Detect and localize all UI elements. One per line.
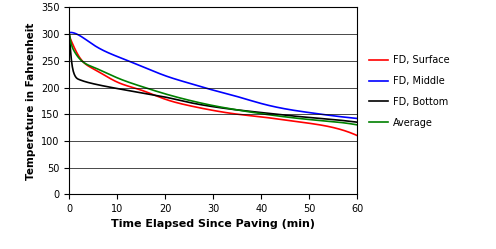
Line: Average: Average [69, 35, 357, 125]
FD, Middle [141, 66, 147, 69]
FD, Surface [283, 119, 289, 122]
FD, Bottom [140, 92, 146, 95]
FD, Bottom [354, 121, 360, 124]
Average [66, 34, 72, 37]
FD, Bottom [118, 88, 124, 91]
FD, Surface [258, 115, 264, 118]
FD, Bottom [258, 111, 264, 114]
Line: FD, Surface: FD, Surface [69, 36, 357, 135]
FD, Surface [66, 35, 72, 38]
FD, Surface [118, 82, 124, 85]
Legend: FD, Surface, FD, Middle, FD, Bottom, Average: FD, Surface, FD, Middle, FD, Bottom, Ave… [365, 52, 453, 131]
FD, Middle [118, 57, 124, 60]
Average [140, 86, 146, 89]
FD, Middle [284, 108, 290, 111]
FD, Bottom [66, 33, 72, 36]
FD, Middle [197, 85, 203, 88]
X-axis label: Time Elapsed Since Paving (min): Time Elapsed Since Paving (min) [111, 220, 315, 230]
FD, Middle [67, 31, 73, 34]
Average [283, 116, 289, 119]
FD, Middle [66, 31, 72, 34]
FD, Surface [140, 89, 146, 92]
Line: FD, Bottom: FD, Bottom [69, 34, 357, 122]
Average [196, 101, 202, 104]
Average [354, 123, 360, 126]
FD, Middle [237, 96, 243, 99]
Average [258, 112, 264, 115]
Average [236, 109, 242, 112]
Line: FD, Middle: FD, Middle [69, 32, 357, 119]
FD, Middle [259, 102, 265, 105]
FD, Surface [354, 134, 360, 137]
FD, Middle [354, 117, 360, 120]
Average [118, 78, 124, 81]
FD, Surface [196, 106, 202, 109]
Y-axis label: Temperature in Fahrenheit: Temperature in Fahrenheit [25, 22, 36, 180]
FD, Bottom [283, 114, 289, 117]
FD, Bottom [236, 109, 242, 112]
FD, Bottom [196, 103, 202, 106]
FD, Surface [236, 113, 242, 116]
